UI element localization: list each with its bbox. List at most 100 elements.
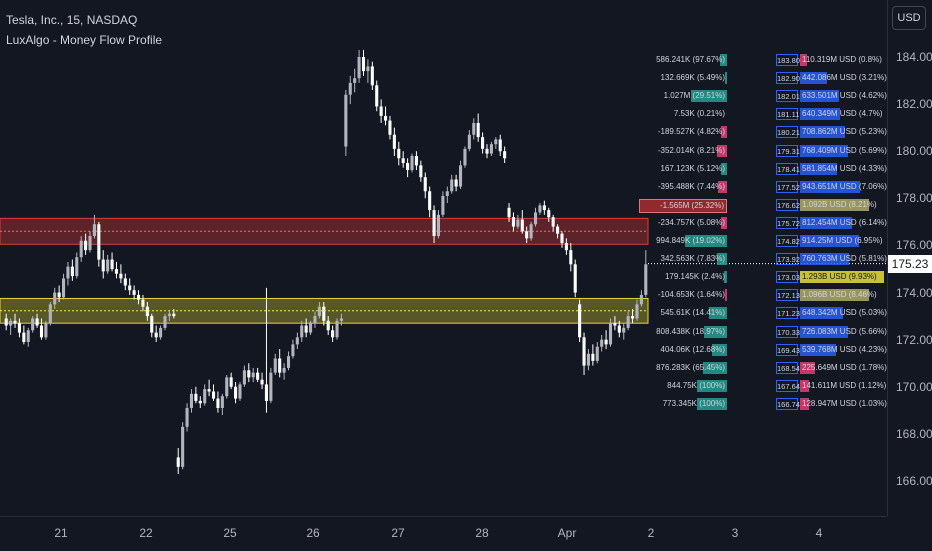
candle-body[interactable] xyxy=(432,210,436,237)
candle-body[interactable] xyxy=(70,266,74,277)
candle-body[interactable] xyxy=(401,158,405,163)
candle-body[interactable] xyxy=(229,377,233,387)
candle-body[interactable] xyxy=(326,320,330,331)
candle-body[interactable] xyxy=(207,389,211,392)
candle-body[interactable] xyxy=(353,78,357,83)
candle-body[interactable] xyxy=(644,264,648,295)
candle-body[interactable] xyxy=(551,217,555,227)
candle-body[interactable] xyxy=(569,250,573,265)
candle-body[interactable] xyxy=(604,339,608,345)
candle-body[interactable] xyxy=(260,379,264,385)
candle-body[interactable] xyxy=(189,393,194,408)
candle-body[interactable] xyxy=(357,57,361,79)
candle-body[interactable] xyxy=(106,259,110,272)
candle-body[interactable] xyxy=(176,457,180,467)
candle-body[interactable] xyxy=(145,306,149,317)
candle-body[interactable] xyxy=(613,323,617,326)
candle-body[interactable] xyxy=(639,294,643,305)
candle-body[interactable] xyxy=(428,191,432,211)
candle-body[interactable] xyxy=(88,236,92,251)
candle-body[interactable] xyxy=(525,231,529,239)
candle-body[interactable] xyxy=(211,391,216,399)
candle-body[interactable] xyxy=(114,269,119,274)
candle-body[interactable] xyxy=(348,82,352,95)
candle-body[interactable] xyxy=(361,57,366,72)
candle-body[interactable] xyxy=(450,179,454,192)
candle-body[interactable] xyxy=(9,320,13,326)
candle-body[interactable] xyxy=(75,257,79,277)
candle-body[interactable] xyxy=(167,313,171,317)
candle-body[interactable] xyxy=(516,219,520,227)
candle-body[interactable] xyxy=(414,155,418,166)
candle-body[interactable] xyxy=(132,290,136,295)
candle-body[interactable] xyxy=(234,386,238,399)
candle-body[interactable] xyxy=(595,346,599,361)
candle-body[interactable] xyxy=(463,148,467,166)
symbol-title[interactable]: Tesla, Inc., 15, NASDAQ xyxy=(6,13,138,27)
indicator-title[interactable]: LuxAlgo - Money Flow Profile xyxy=(6,33,163,47)
currency-button[interactable]: USD xyxy=(892,6,926,30)
candle-body[interactable] xyxy=(225,377,229,397)
candle-body[interactable] xyxy=(172,313,176,317)
candle-body[interactable] xyxy=(406,163,410,171)
candle-body[interactable] xyxy=(300,325,304,338)
candle-body[interactable] xyxy=(370,66,374,86)
candle-body[interactable] xyxy=(97,224,101,260)
candle-body[interactable] xyxy=(445,191,449,196)
candle-body[interactable] xyxy=(53,292,57,305)
candle-body[interactable] xyxy=(339,318,343,321)
candle-body[interactable] xyxy=(242,370,246,385)
candle-body[interactable] xyxy=(269,372,273,401)
candle-body[interactable] xyxy=(582,337,586,366)
candle-body[interactable] xyxy=(35,318,39,326)
candle-body[interactable] xyxy=(560,233,564,244)
candle-body[interactable] xyxy=(467,134,471,149)
candle-body[interactable] xyxy=(533,212,538,225)
candle-body[interactable] xyxy=(159,327,163,338)
candle-body[interactable] xyxy=(26,330,30,343)
candle-body[interactable] xyxy=(322,306,326,321)
candle-body[interactable] xyxy=(503,151,507,159)
candle-body[interactable] xyxy=(66,266,70,279)
candle-body[interactable] xyxy=(419,165,423,178)
candle-body[interactable] xyxy=(110,259,114,269)
candle-body[interactable] xyxy=(397,148,401,159)
candle-body[interactable] xyxy=(101,259,105,272)
candle-body[interactable] xyxy=(564,243,568,251)
candle-body[interactable] xyxy=(608,323,613,345)
candle-body[interactable] xyxy=(538,205,542,213)
candle-body[interactable] xyxy=(436,214,441,237)
candle-body[interactable] xyxy=(520,219,524,232)
candle-body[interactable] xyxy=(17,323,21,333)
candle-body[interactable] xyxy=(617,325,621,333)
candle-body[interactable] xyxy=(123,278,127,286)
candle-body[interactable] xyxy=(556,226,560,234)
candle-body[interactable] xyxy=(331,330,335,338)
candle-body[interactable] xyxy=(150,316,154,333)
candle-body[interactable] xyxy=(511,217,516,227)
candle-body[interactable] xyxy=(410,155,414,171)
candle-body[interactable] xyxy=(39,325,44,338)
candle-body[interactable] xyxy=(476,122,480,138)
candle-body[interactable] xyxy=(273,358,277,373)
candle-body[interactable] xyxy=(309,323,313,333)
candle-body[interactable] xyxy=(31,318,35,331)
candle-body[interactable] xyxy=(48,304,52,324)
candle-body[interactable] xyxy=(573,264,577,293)
candle-body[interactable] xyxy=(626,316,630,328)
candle-body[interactable] xyxy=(631,316,635,319)
candle-body[interactable] xyxy=(62,278,66,298)
candle-body[interactable] xyxy=(578,304,582,338)
candle-body[interactable] xyxy=(286,356,291,368)
candle-body[interactable] xyxy=(295,337,299,345)
candle-body[interactable] xyxy=(22,332,26,343)
candle-body[interactable] xyxy=(264,384,268,401)
candle-body[interactable] xyxy=(304,325,308,333)
candle-body[interactable] xyxy=(154,332,158,338)
candle-body[interactable] xyxy=(317,306,321,317)
candle-body[interactable] xyxy=(251,372,255,378)
candle-body[interactable] xyxy=(181,426,185,467)
candle-body[interactable] xyxy=(586,353,590,366)
candle-body[interactable] xyxy=(84,240,88,251)
candle-body[interactable] xyxy=(379,106,383,116)
